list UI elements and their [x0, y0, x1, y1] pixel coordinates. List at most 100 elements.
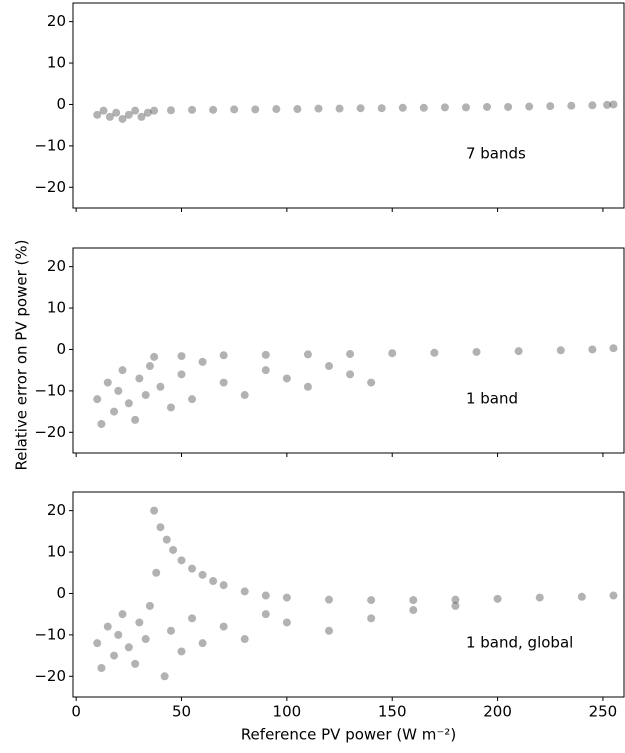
point: [230, 105, 239, 114]
y-tick-label: −10: [34, 136, 66, 154]
y-tick-label: 0: [56, 340, 66, 358]
annotation: 1 band, global: [466, 634, 573, 652]
point: [240, 587, 249, 596]
point: [282, 618, 291, 627]
point: [346, 350, 355, 359]
axes-frame: [72, 247, 625, 454]
point: [430, 348, 439, 357]
point: [261, 366, 270, 375]
point: [118, 610, 127, 619]
point: [325, 626, 334, 635]
point: [282, 374, 291, 383]
point: [535, 593, 544, 602]
point: [93, 110, 102, 119]
point: [261, 350, 270, 359]
point: [160, 672, 169, 681]
y-tick-label: 20: [47, 501, 66, 519]
point: [135, 618, 144, 627]
point: [162, 535, 171, 544]
point: [577, 592, 586, 601]
point: [504, 102, 513, 111]
point: [525, 102, 534, 111]
point: [97, 664, 106, 673]
point: [240, 391, 249, 400]
point: [209, 577, 218, 586]
y-tick-label: −20: [34, 667, 66, 685]
point: [145, 601, 154, 610]
point: [137, 112, 146, 121]
x-axis-label: Reference PV power (W m⁻²): [241, 726, 456, 744]
point: [156, 382, 165, 391]
point: [293, 105, 302, 114]
point: [219, 378, 228, 387]
point: [131, 659, 140, 668]
point: [131, 106, 140, 115]
point: [240, 635, 249, 644]
point: [177, 647, 186, 656]
point: [588, 101, 597, 110]
point: [110, 407, 119, 416]
point: [93, 639, 102, 648]
point: [335, 104, 344, 113]
point: [451, 601, 460, 610]
point: [188, 614, 197, 623]
point: [198, 570, 207, 579]
point: [188, 564, 197, 573]
point: [135, 374, 144, 383]
point: [282, 593, 291, 602]
point: [188, 395, 197, 404]
point: [103, 378, 112, 387]
point: [483, 102, 492, 111]
point: [143, 108, 152, 117]
point: [440, 103, 449, 112]
point: [166, 403, 175, 412]
point: [118, 366, 127, 375]
point: [124, 643, 133, 652]
point: [514, 347, 523, 356]
point: [303, 350, 312, 359]
point: [118, 114, 127, 123]
point: [367, 378, 376, 387]
point: [472, 347, 481, 356]
y-axis-label: Relative error on PV power (%): [13, 240, 31, 471]
point: [150, 106, 159, 115]
annotation: 7 bands: [466, 145, 526, 163]
point: [493, 594, 502, 603]
point: [105, 112, 114, 121]
point: [131, 415, 140, 424]
point: [124, 110, 133, 119]
axes-frame: [72, 2, 625, 209]
point: [398, 103, 407, 112]
point: [177, 370, 186, 379]
point: [188, 105, 197, 114]
point: [219, 581, 228, 590]
point: [609, 591, 618, 600]
point: [166, 106, 175, 115]
point: [114, 386, 123, 395]
point: [99, 106, 108, 115]
y-tick-label: −10: [34, 381, 66, 399]
point: [156, 523, 165, 532]
point: [261, 610, 270, 619]
point: [409, 606, 418, 615]
point: [209, 105, 218, 114]
point: [103, 622, 112, 631]
y-tick-label: 20: [47, 12, 66, 30]
point: [603, 100, 612, 109]
point: [419, 103, 428, 112]
point: [303, 382, 312, 391]
point: [367, 614, 376, 623]
point: [177, 352, 186, 361]
x-tick-label: 200: [483, 703, 512, 721]
point: [325, 595, 334, 604]
x-tick-label: 0: [71, 703, 81, 721]
point: [198, 357, 207, 366]
point: [261, 591, 270, 600]
x-tick-label: 150: [378, 703, 407, 721]
x-tick-label: 100: [273, 703, 302, 721]
point: [546, 102, 555, 111]
point: [112, 108, 121, 117]
point: [141, 391, 150, 400]
x-tick-label: 50: [172, 703, 191, 721]
point: [114, 630, 123, 639]
